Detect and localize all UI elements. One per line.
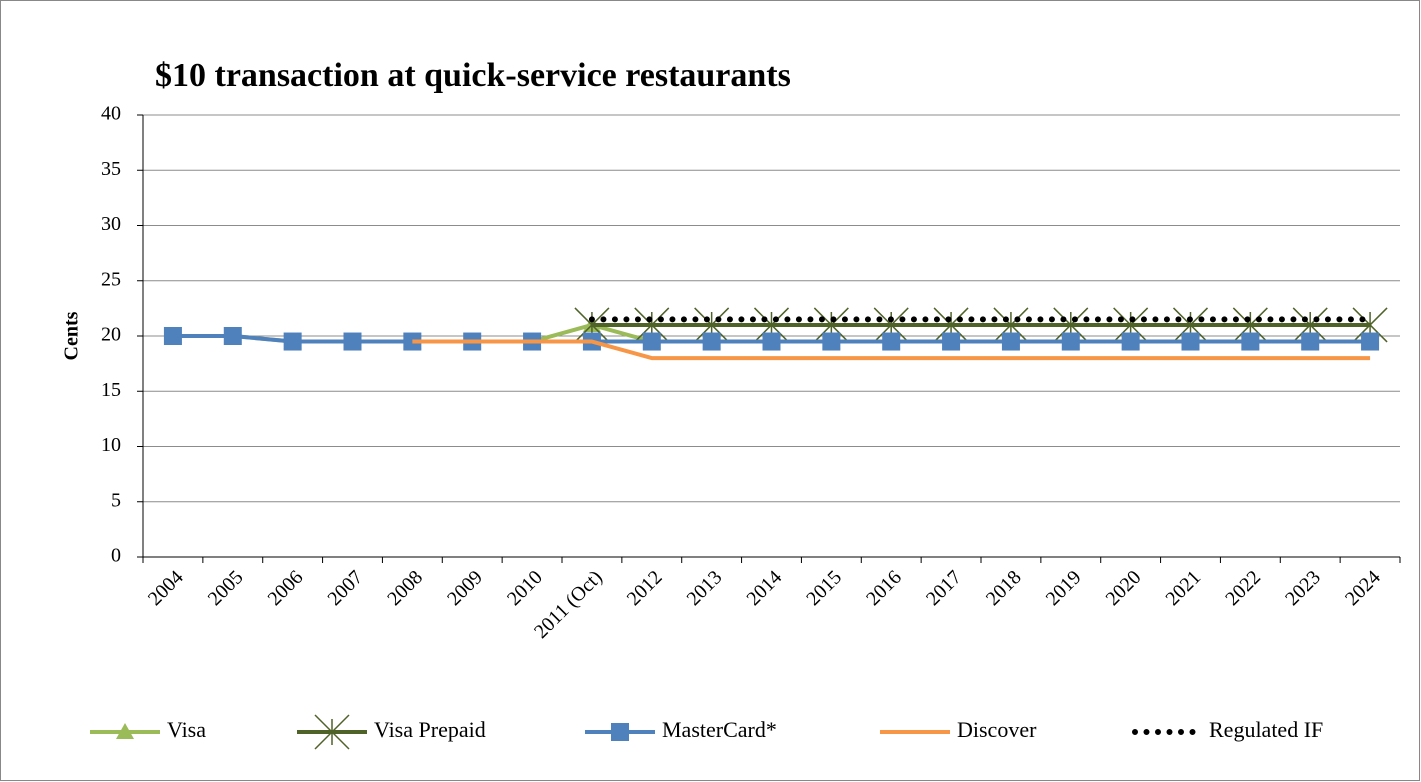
marker: [1241, 332, 1260, 351]
legend-label: Discover: [957, 717, 1037, 742]
y-tick-label: 20: [101, 324, 121, 346]
legend-item: Visa Prepaid: [297, 714, 486, 750]
marker: [762, 332, 781, 351]
legend-item: MasterCard*: [585, 717, 777, 742]
y-tick-label: 10: [101, 434, 121, 456]
y-tick-label: 0: [111, 545, 121, 567]
y-tick-label: 35: [101, 158, 121, 180]
marker: [702, 332, 721, 351]
legend-label: MasterCard*: [662, 717, 777, 742]
legend-label: Visa Prepaid: [374, 717, 486, 742]
marker: [1001, 332, 1020, 351]
marker: [1301, 332, 1320, 351]
y-tick-label: 30: [101, 213, 121, 235]
marker: [223, 327, 242, 345]
y-tick-label: 25: [101, 268, 121, 290]
y-tick-label: 5: [111, 489, 121, 511]
marker: [1061, 332, 1080, 351]
marker: [116, 723, 134, 739]
legend-label: Visa: [167, 717, 206, 742]
marker: [611, 723, 629, 741]
y-axis-label: Cents: [61, 311, 83, 360]
marker: [822, 332, 841, 351]
series: [574, 307, 1388, 343]
series: [412, 339, 1371, 361]
marker: [642, 332, 661, 351]
y-tick-label: 15: [101, 379, 121, 401]
marker: [1181, 332, 1200, 351]
marker: [283, 332, 302, 351]
marker: [314, 714, 350, 750]
legend-item: Regulated IF: [1132, 717, 1323, 742]
marker: [343, 332, 362, 351]
legend-item: Discover: [880, 717, 1037, 742]
marker: [942, 332, 961, 351]
y-tick-label: 40: [101, 103, 121, 125]
legend-label: Regulated IF: [1209, 717, 1323, 742]
marker: [1121, 332, 1140, 351]
marker: [1361, 332, 1380, 351]
legend-item: Visa: [90, 717, 206, 742]
chart-title: $10 transaction at quick-service restaur…: [155, 57, 791, 94]
marker: [882, 332, 901, 351]
marker: [163, 327, 182, 345]
series-line: [412, 339, 1371, 361]
